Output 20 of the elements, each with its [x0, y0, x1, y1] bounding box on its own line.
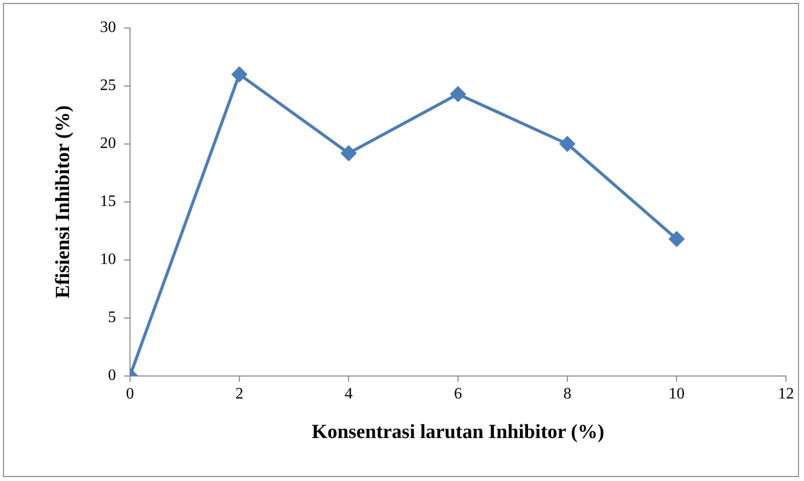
point	[232, 66, 247, 82]
y-tick-label: 10	[100, 251, 116, 268]
x-tick-label: 2	[235, 386, 244, 403]
x-tick-label: 8	[563, 386, 572, 403]
x-tick-label: 10	[668, 386, 685, 403]
point	[341, 146, 356, 161]
y-tick-label: 20	[100, 135, 116, 152]
y-axis-title: Efisiensi Inhibitor (%)	[52, 105, 74, 298]
x-tick-label: 6	[454, 386, 462, 403]
x-tick-label: 12	[778, 386, 794, 403]
y-tick-label: 15	[100, 193, 116, 210]
y-tick-label: 0	[108, 367, 116, 384]
y-tick-label: 30	[100, 19, 116, 36]
point	[450, 86, 466, 102]
y-tick-label: 5	[108, 309, 116, 326]
x-tick-label: 0	[126, 386, 134, 403]
point	[560, 136, 575, 152]
x-axis-title: Konsentrasi larutan Inhibitor (%)	[312, 421, 604, 444]
x-tick-label: 4	[344, 386, 353, 403]
y-tick-label: 25	[100, 77, 116, 94]
